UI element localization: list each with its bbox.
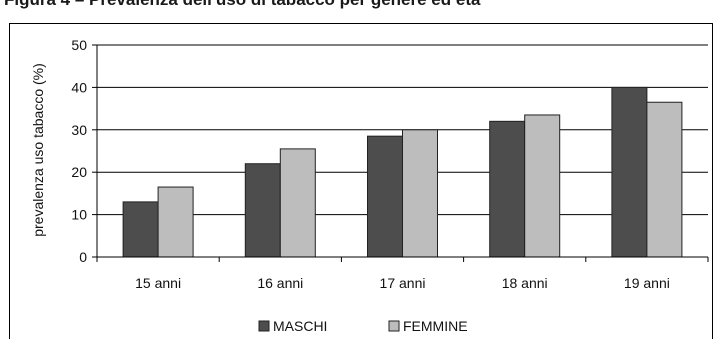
bar-maschi-19-anni (611, 86, 648, 258)
x-tick-label: 15 anni (135, 275, 181, 291)
bar-femmine-17-anni (402, 129, 438, 258)
x-tick-label: 16 anni (257, 275, 303, 291)
legend-swatch-femmine (388, 320, 400, 332)
bar-femmine-18-anni (524, 114, 561, 258)
chart-frame (9, 23, 713, 339)
x-tick-label: 19 anni (624, 275, 670, 291)
bars (122, 86, 683, 258)
bar-maschi-18-anni (489, 120, 526, 258)
tick-labels: 0 10 20 30 40 50 15 anni 16 anni 17 anni 18 anni 1… (30, 37, 670, 291)
bar-femmine-19-anni (646, 101, 683, 258)
legend-label-maschi: MASCHI (273, 318, 327, 334)
legend-swatch-maschi (258, 320, 270, 332)
y-tick-label: 50 (71, 37, 87, 53)
legend-label-femmine: FEMMINE (403, 318, 468, 334)
bar-femmine-15-anni (157, 186, 194, 258)
y-axis-label: prevalenza uso tabacco (%) (30, 63, 46, 237)
x-tick-label: 18 anni (502, 275, 548, 291)
y-tick-label: 40 (71, 79, 87, 95)
y-tick-label: 10 (71, 207, 87, 223)
legend: MASCHI FEMMINE (258, 318, 468, 334)
bar-maschi-17-anni (367, 135, 403, 258)
bar-femmine-16-anni (279, 148, 316, 258)
x-tick-label: 17 anni (380, 275, 426, 291)
bar-maschi-16-anni (244, 163, 281, 258)
y-tick-label: 20 (71, 164, 87, 180)
axes (92, 44, 709, 262)
y-tick-label: 30 (71, 122, 87, 138)
bar-maschi-15-anni (122, 201, 159, 258)
y-tick-label: 0 (79, 249, 87, 265)
chart-caption: Figura 4 – Prevalenza dell'uso di tabacc… (0, 0, 714, 24)
